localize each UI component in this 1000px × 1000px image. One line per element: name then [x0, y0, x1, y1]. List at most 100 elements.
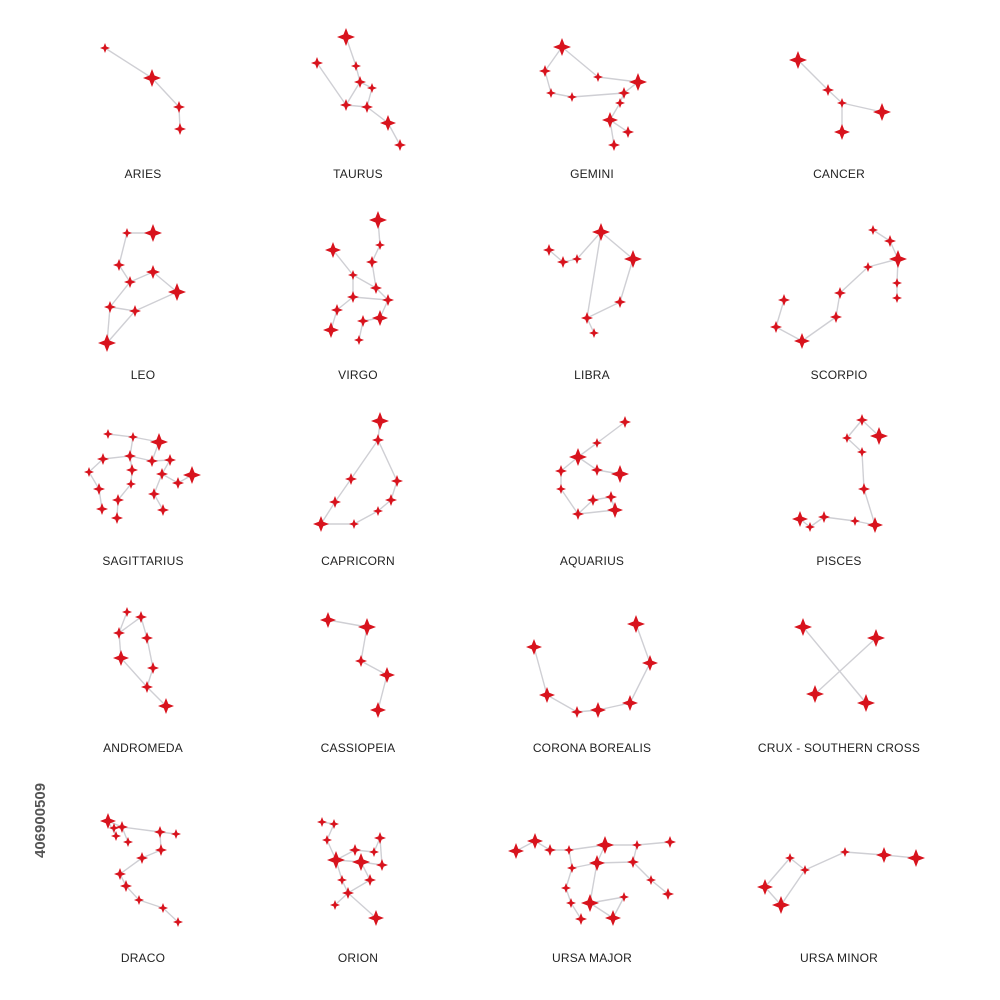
star-icon [632, 840, 642, 850]
constellation-line [814, 637, 877, 695]
star-icon [629, 73, 647, 91]
star-icon [173, 101, 185, 113]
constellation-line [120, 657, 148, 688]
star-icon [873, 103, 891, 121]
star-icon [526, 639, 542, 655]
constellation-line [632, 861, 652, 881]
star-icon [103, 429, 113, 439]
constellation-line [635, 623, 651, 664]
constellation-line [151, 77, 180, 108]
star-icon [354, 76, 366, 88]
constellation-line [117, 483, 132, 501]
star-icon [136, 852, 148, 864]
star-icon [794, 618, 812, 636]
star-icon [544, 844, 556, 856]
star-icon [394, 139, 406, 151]
constellation-cassiopeia [320, 612, 395, 718]
constellation-line [577, 442, 598, 458]
star-icon [371, 412, 389, 430]
star-icon [367, 83, 377, 93]
star-icon [822, 84, 834, 96]
constellation-line [118, 232, 128, 266]
label-sagittarius: SAGITTARIUS [102, 554, 184, 568]
constellation-line [801, 316, 837, 342]
star-icon [772, 896, 790, 914]
constellation-line [140, 616, 148, 639]
star-icon [842, 433, 852, 443]
star-icon [830, 311, 842, 323]
star-icon [373, 506, 383, 516]
constellation-line [565, 867, 573, 889]
constellation-line [775, 326, 803, 342]
star-icon [555, 465, 567, 477]
star-icon [856, 414, 868, 426]
star-icon [572, 508, 584, 520]
star-icon [622, 695, 638, 711]
constellation-line [827, 89, 843, 104]
star-icon [113, 627, 125, 639]
star-icon [627, 856, 639, 868]
constellation-line [153, 473, 163, 495]
star-icon [622, 126, 634, 138]
star-icon [589, 328, 599, 338]
star-icon [120, 880, 132, 892]
constellation-line [352, 274, 377, 289]
constellation-line [146, 686, 167, 707]
star-icon [818, 511, 830, 523]
constellation-line [586, 301, 621, 319]
constellation-line [152, 271, 178, 293]
constellation-line [104, 47, 153, 79]
star-icon [379, 667, 395, 683]
constellation-crux-southern-cross [794, 618, 885, 712]
constellation-line [377, 439, 398, 482]
star-icon [351, 61, 361, 71]
label-leo: LEO [130, 368, 156, 382]
star-icon [380, 115, 396, 131]
star-icon [331, 304, 343, 316]
constellation-line [121, 826, 161, 833]
star-icon [369, 847, 379, 857]
star-icon [311, 57, 323, 69]
label-gemini: GEMINI [570, 167, 614, 181]
star-icon [337, 28, 355, 46]
star-icon [122, 228, 132, 238]
star-icon [850, 516, 860, 526]
star-icon [109, 823, 119, 833]
star-icon [876, 847, 892, 863]
star-icon [100, 43, 110, 53]
constellation-line [161, 473, 179, 484]
constellation-line [350, 439, 379, 480]
star-icon [789, 51, 807, 69]
star-icon [867, 517, 883, 533]
star-icon [382, 294, 394, 306]
constellation-line [141, 849, 162, 859]
star-icon [593, 72, 603, 82]
constellation-line [377, 499, 392, 512]
star-icon [345, 473, 357, 485]
star-icon [508, 843, 524, 859]
star-icon [372, 310, 388, 326]
constellation-line [861, 419, 880, 437]
label-aquarius: AQUARIUS [559, 554, 625, 568]
star-icon [330, 900, 340, 910]
star-icon [155, 844, 167, 856]
constellation-ursa-minor [757, 847, 925, 914]
star-icon [857, 447, 867, 457]
constellation-line [347, 892, 377, 919]
star-icon [892, 278, 902, 288]
star-icon [889, 250, 907, 268]
constellation-line [789, 857, 806, 871]
constellation-line [619, 258, 634, 303]
star-icon [567, 863, 577, 873]
star-icon [126, 464, 138, 476]
star-icon [340, 99, 352, 111]
constellation-line [804, 851, 846, 871]
star-icon [113, 259, 125, 271]
star-icon [322, 835, 332, 845]
constellation-aries [100, 43, 186, 135]
star-icon [144, 224, 162, 242]
constellation-line [577, 499, 594, 515]
star-icon [376, 859, 388, 871]
constellation-line [387, 122, 401, 146]
star-icon [770, 321, 782, 333]
